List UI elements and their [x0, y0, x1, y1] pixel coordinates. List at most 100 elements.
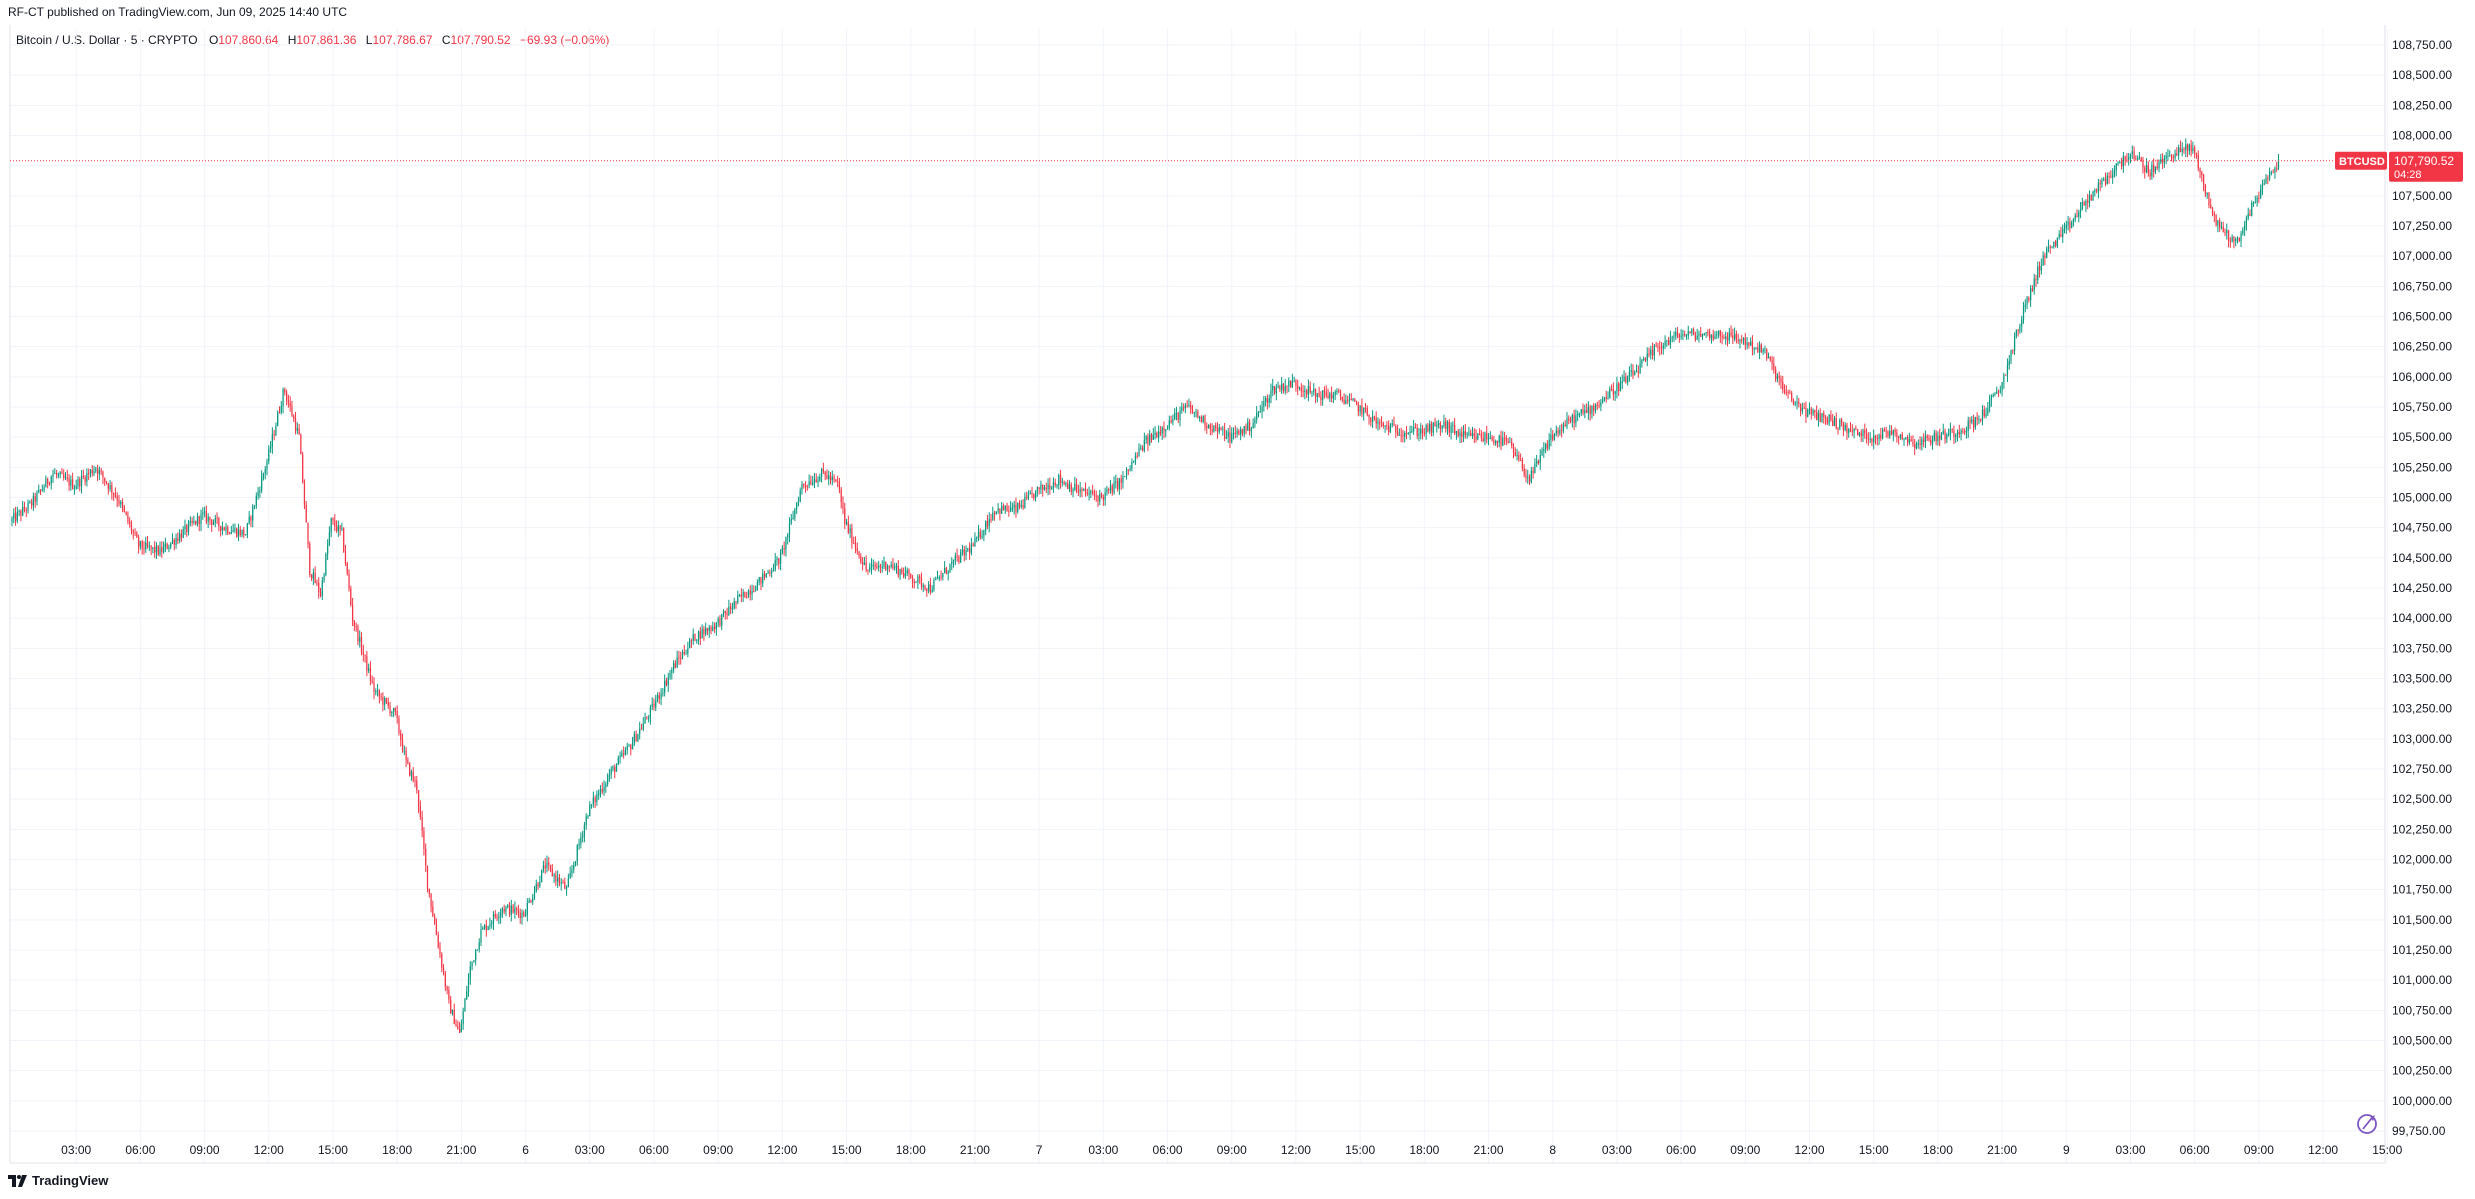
candle-body: [781, 548, 783, 554]
candle-body: [521, 912, 523, 919]
candle-body: [719, 618, 721, 626]
candle-body: [1623, 376, 1625, 382]
candle-body: [1388, 426, 1390, 433]
candle-body: [1662, 345, 1664, 349]
candle-body: [1418, 433, 1420, 436]
candle-body: [1578, 412, 1581, 414]
candle-body: [1174, 413, 1176, 420]
candle-body: [617, 757, 619, 765]
candle-body: [1689, 331, 1691, 334]
candle-body: [1129, 468, 1131, 470]
candle-body: [2110, 176, 2112, 178]
candle-body: [596, 794, 598, 802]
candle-body: [1848, 429, 1850, 433]
candle-body: [1072, 489, 1074, 492]
candle-body: [330, 518, 332, 533]
candle-body: [1284, 385, 1286, 392]
candle-body: [457, 1026, 459, 1029]
candle-body: [2104, 179, 2107, 184]
candle-body: [776, 558, 778, 561]
candle-body: [2220, 226, 2223, 228]
candle-body: [403, 750, 405, 752]
candle-body: [1257, 411, 1260, 413]
candle-body: [2170, 155, 2173, 157]
candle-body: [480, 929, 482, 943]
candle-body: [1990, 396, 1993, 401]
candle-body: [922, 585, 924, 587]
candle-body: [2201, 172, 2203, 175]
candle-body: [13, 513, 15, 519]
candle-body: [760, 577, 762, 584]
candle-body: [1211, 428, 1213, 432]
candle-body: [1878, 434, 1880, 440]
candle-body: [1067, 483, 1069, 490]
candle-body: [1115, 481, 1117, 483]
candle-body: [1061, 481, 1063, 483]
candle-body: [1974, 417, 1976, 428]
candle-body: [225, 527, 227, 531]
candle-body: [2033, 278, 2035, 291]
y-tick-label: 100,250.00: [2392, 1064, 2452, 1078]
candle-body: [526, 902, 528, 915]
candle-body: [1405, 432, 1408, 435]
candle-body: [303, 482, 306, 505]
candle-body: [1694, 334, 1697, 340]
candle-body: [1009, 507, 1012, 511]
candle-body: [817, 480, 819, 483]
candle-body: [1043, 487, 1046, 490]
candle-body: [1389, 424, 1392, 433]
candle-body: [2265, 177, 2267, 184]
candle-body: [2140, 157, 2142, 162]
y-tick-label: 101,500.00: [2392, 913, 2452, 927]
candle-body: [1956, 431, 1959, 435]
y-tick-label: 101,000.00: [2392, 973, 2452, 987]
candle-body: [421, 816, 423, 831]
legend-symbol[interactable]: Bitcoin / U.S. Dollar · 5 · CRYPTO: [16, 33, 198, 47]
candle-body: [2106, 175, 2108, 184]
candle-body: [1113, 482, 1115, 493]
candle-body: [589, 804, 591, 817]
candle-body: [1134, 455, 1137, 462]
candle-body: [2108, 175, 2110, 177]
candle-body: [312, 572, 314, 579]
brand-footer[interactable]: TradingView: [8, 1173, 108, 1188]
candle-body: [1908, 439, 1910, 443]
candle-body: [664, 680, 666, 693]
candle-body: [1546, 443, 1548, 449]
candle-body: [1086, 492, 1088, 494]
candle-body: [1454, 424, 1456, 434]
candle-body: [1379, 421, 1381, 423]
candle-body: [963, 549, 965, 556]
candle-body: [1707, 332, 1709, 334]
candle-body: [1880, 434, 1882, 439]
candle-body: [863, 562, 866, 565]
replay-icon[interactable]: [2357, 1114, 2377, 1134]
candle-body: [392, 708, 395, 713]
candle-body: [1949, 428, 1952, 435]
candle-body: [1222, 429, 1224, 431]
candle-body: [651, 703, 653, 707]
candle-body: [16, 512, 18, 521]
candle-body: [1133, 461, 1135, 463]
candle-body: [1314, 389, 1317, 397]
candle-body: [243, 529, 245, 536]
candle-body: [2144, 167, 2146, 172]
candle-body: [1919, 443, 1921, 446]
candle-body: [1193, 411, 1195, 413]
candle-body: [118, 500, 120, 505]
candle-body: [1767, 356, 1770, 359]
candle-body: [756, 581, 759, 591]
candle-body: [878, 565, 880, 568]
candle-body: [1610, 388, 1613, 390]
candle-body: [785, 537, 787, 550]
candle-body: [1591, 405, 1593, 414]
candle-body: [1111, 485, 1113, 493]
candle-body: [1306, 390, 1308, 395]
candle-body: [1730, 332, 1732, 336]
candle-body: [774, 560, 776, 570]
candle-body: [986, 521, 989, 527]
candle-body: [1330, 393, 1333, 399]
candle-body: [754, 590, 757, 592]
candle-body: [961, 549, 964, 553]
